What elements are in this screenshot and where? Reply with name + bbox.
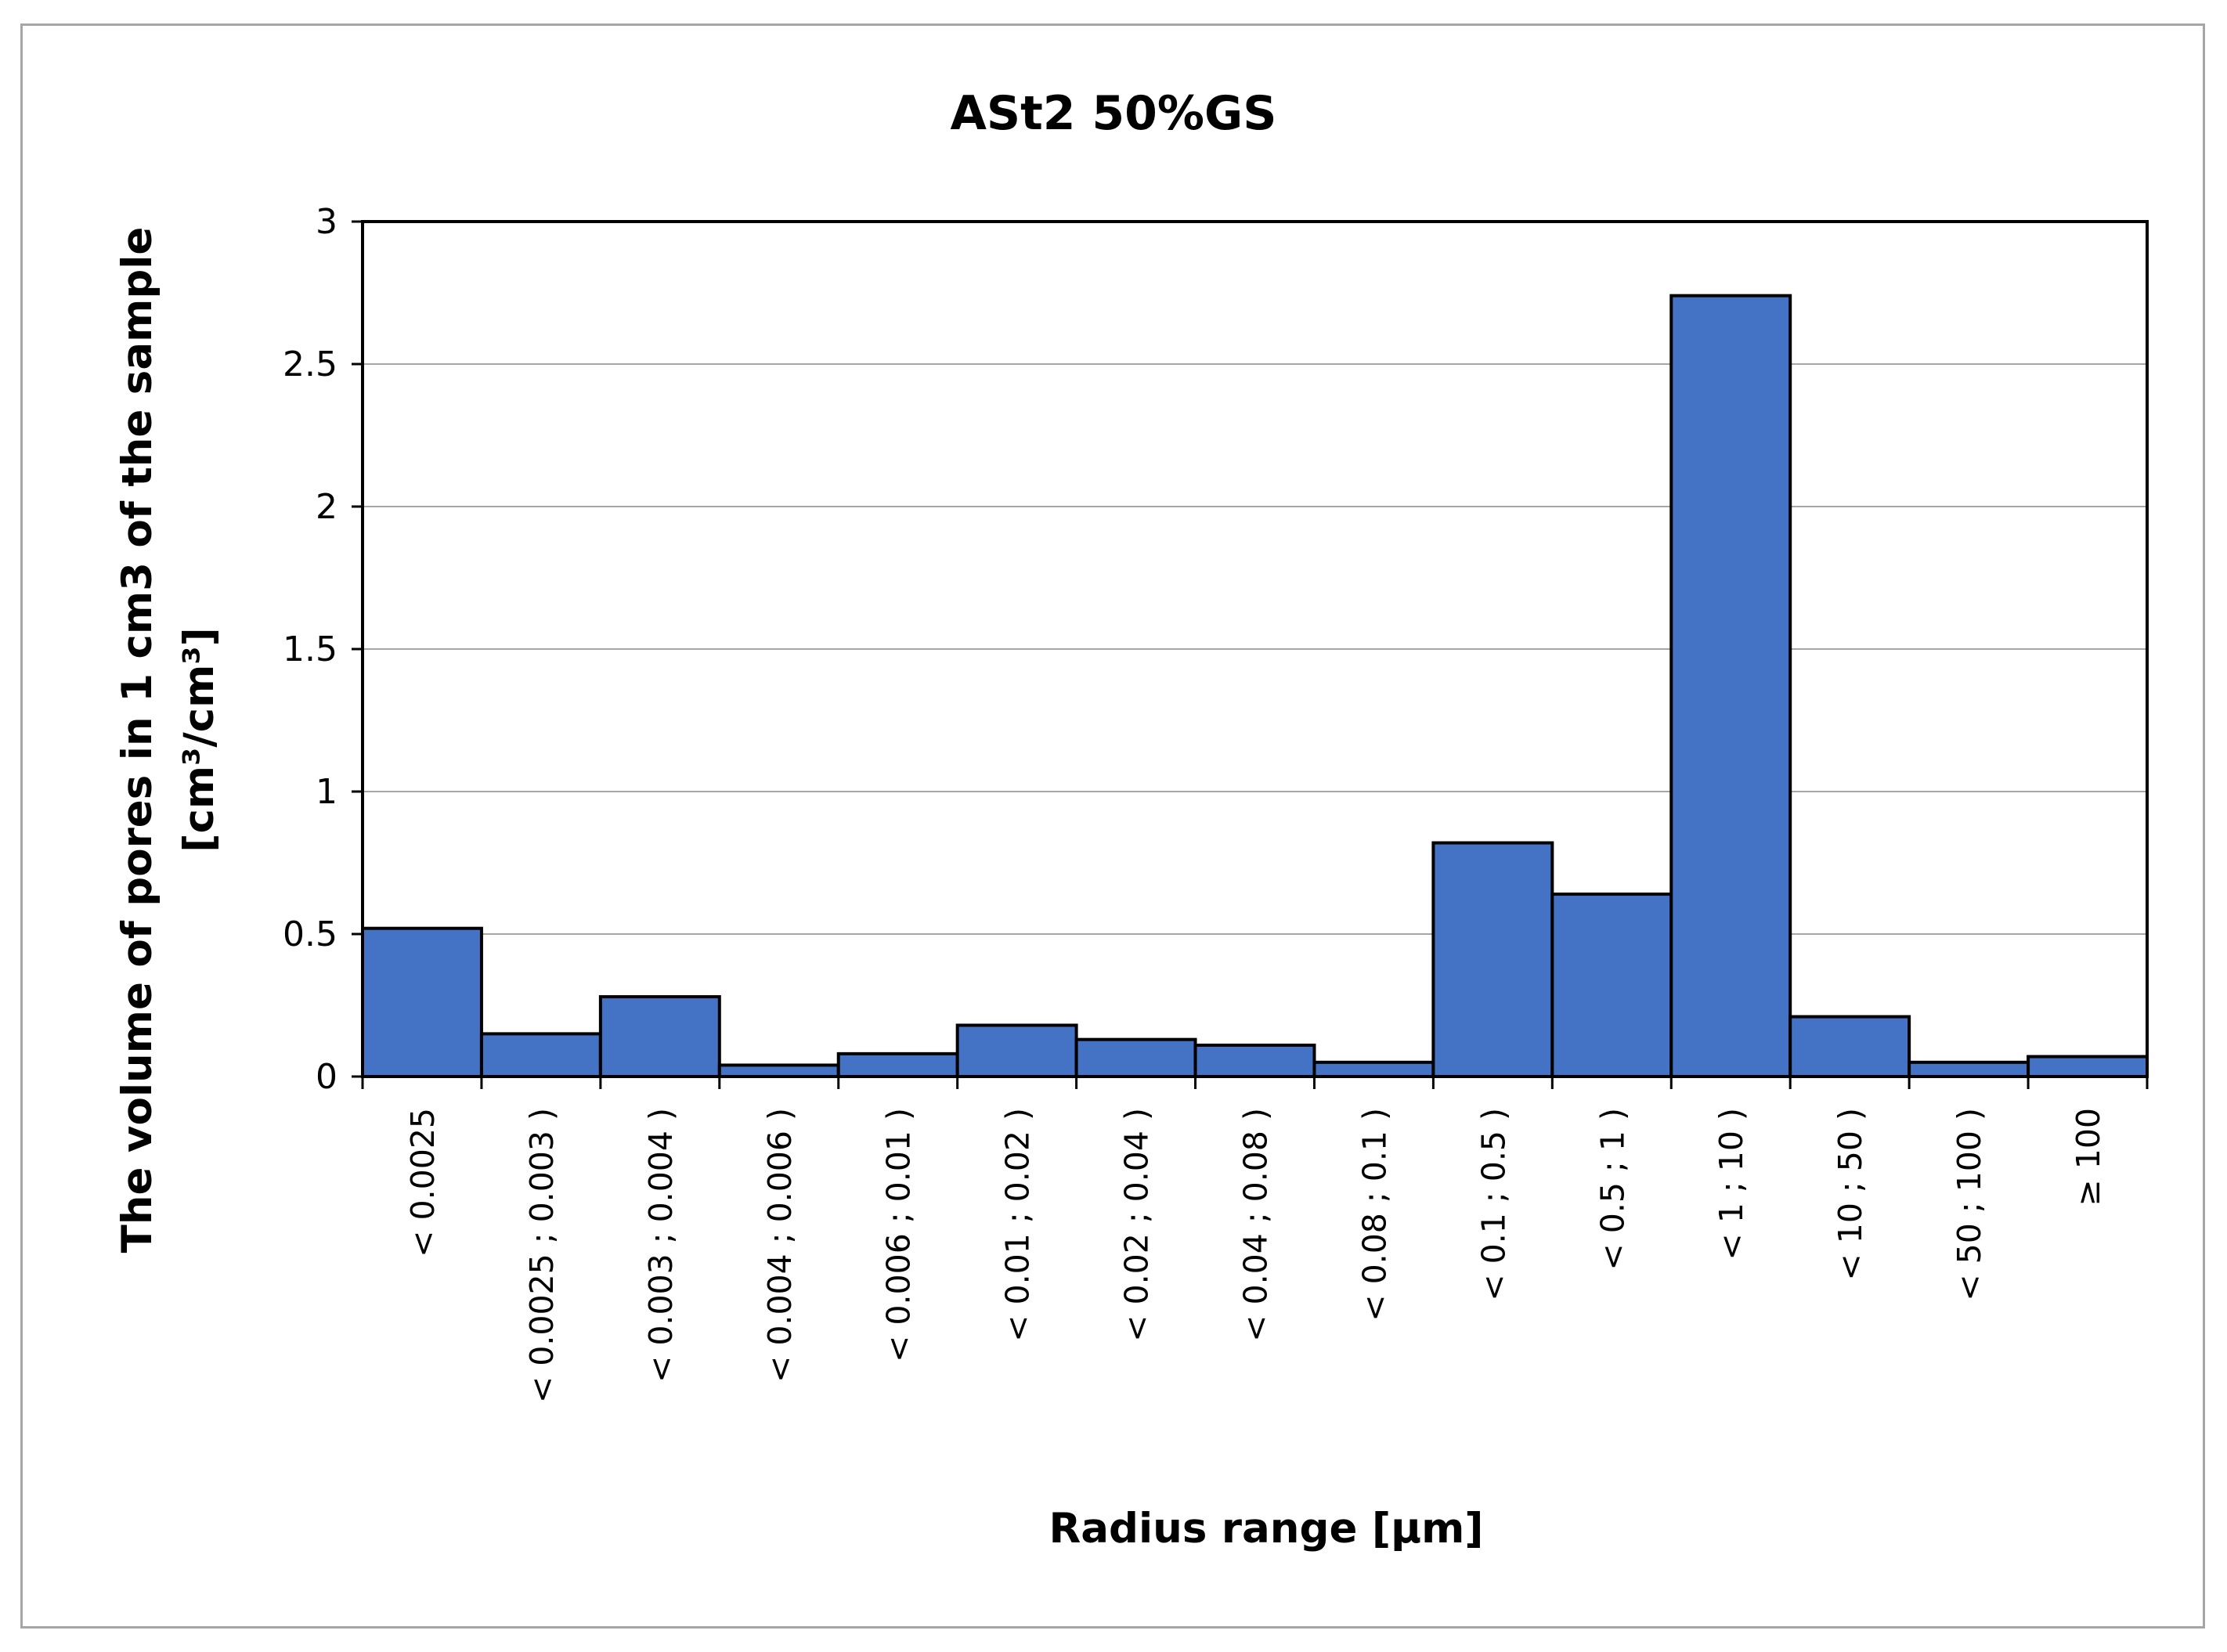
x-tick-label: ≥ 100 [2070, 1108, 2107, 1207]
bar [1908, 1060, 2030, 1079]
x-tick-label: < 0.0025 ; 0.003 ) [523, 1108, 561, 1403]
bars [361, 294, 2149, 1079]
x-tick-label: < 0.003 ; 0.004 ) [642, 1108, 680, 1383]
x-tick-label: < 50 ; 100 ) [1951, 1108, 1988, 1301]
x-tick-label: < 0.5 ; 1 ) [1594, 1108, 1631, 1271]
bar [955, 1023, 1078, 1078]
y-axis-title-line-2: [cm³/cm³] [175, 627, 223, 853]
chart-frame [20, 23, 2205, 1629]
y-tick-label: 0 [316, 1057, 337, 1097]
y-axis-ticks: 0 0.5 1 1.5 2 2.5 3 [283, 202, 363, 1097]
bar [836, 1051, 959, 1079]
y-axis-title-line-1: The volume of pores in 1 cm3 of the samp… [114, 227, 161, 1253]
x-tick-label: < 0.006 ; 0.01 ) [880, 1108, 918, 1362]
x-tick-label: < 0.004 ; 0.006 ) [761, 1108, 799, 1383]
bar [1312, 1060, 1435, 1079]
bar [479, 1032, 602, 1079]
bar [1669, 294, 1792, 1078]
bar [717, 1063, 840, 1078]
x-tick-label: < 0.04 ; 0.08 ) [1237, 1108, 1275, 1342]
y-tick-label: 2.5 [283, 344, 337, 384]
bar [598, 995, 721, 1078]
x-tick-label: < 0.02 ; 0.04 ) [1118, 1108, 1156, 1342]
bar [1788, 1015, 1911, 1079]
bar [1550, 893, 1673, 1079]
x-tick-label: < 10 ; 50 ) [1832, 1108, 1869, 1281]
y-tick-label: 0.5 [283, 914, 337, 954]
chart-title: ASt2 50%GS [950, 86, 1276, 141]
bar [1431, 841, 1554, 1079]
bar [1193, 1043, 1316, 1078]
gridlines [363, 363, 2147, 935]
x-axis-ticks: < 0.0025 < 0.0025 ; 0.003 ) < 0.003 ; 0.00… [361, 1077, 2149, 1403]
x-tick-label: < 0.0025 [404, 1108, 442, 1257]
x-tick-label: < 1 ; 10 ) [1713, 1108, 1750, 1261]
bar [2027, 1055, 2149, 1079]
y-tick-label: 2 [316, 487, 337, 527]
bar [361, 926, 483, 1078]
x-tick-label: < 0.08 ; 0.1 ) [1355, 1108, 1393, 1322]
x-tick-label: < 0.01 ; 0.02 ) [999, 1108, 1037, 1342]
y-tick-label: 3 [316, 202, 337, 242]
y-tick-label: 1.5 [283, 629, 337, 669]
x-tick-label: < 0.1 ; 0.5 ) [1474, 1108, 1512, 1301]
x-axis-title: Radius range [μm] [1049, 1505, 1483, 1553]
bar [1074, 1037, 1197, 1079]
y-tick-label: 1 [316, 772, 337, 812]
